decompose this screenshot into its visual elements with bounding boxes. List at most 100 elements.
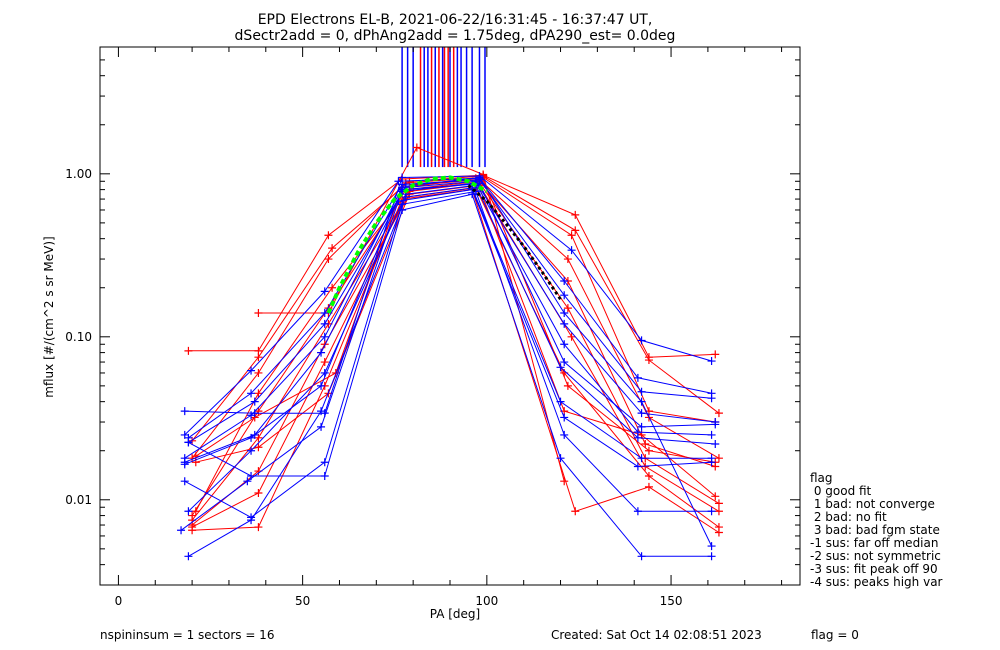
flux-series-line-blue xyxy=(188,184,716,512)
x-tick-label: 50 xyxy=(295,594,310,608)
flux-point-red xyxy=(320,358,329,367)
flux-point-blue xyxy=(637,552,646,561)
flux-point-red xyxy=(563,255,572,264)
flux-point-blue xyxy=(637,387,646,396)
flux-point-blue xyxy=(468,190,477,199)
footer-sectors-info: nspininsum = 1 sectors = 16 xyxy=(100,628,274,642)
flux-point-blue xyxy=(184,552,193,561)
y-axis-label: mflux [#/(cm^2 s sr MeV)] xyxy=(42,236,56,397)
flux-point-blue xyxy=(633,462,642,471)
axes-frame: 0 50 100 150 0.01 0.10 1.00 xyxy=(65,46,801,608)
flux-point-blue xyxy=(560,430,569,439)
flux-point-blue xyxy=(320,471,329,480)
flux-point-blue xyxy=(184,438,193,447)
flux-series-line-blue xyxy=(184,183,716,465)
flux-point-blue xyxy=(637,336,646,345)
x-tick-label: 100 xyxy=(475,594,498,608)
flux-point-red xyxy=(254,308,263,317)
flux-series-line-blue xyxy=(188,193,712,557)
flux-point-blue xyxy=(317,422,326,431)
legend-entry: -4 sus: peaks high var xyxy=(810,575,943,589)
x-tick-label: 150 xyxy=(660,594,683,608)
flux-point-red xyxy=(254,523,263,532)
flux-series-line-blue xyxy=(184,180,716,459)
flux-point-blue xyxy=(637,454,646,463)
flux-series-line-red xyxy=(191,180,716,516)
flux-point-blue xyxy=(637,409,646,418)
y-tick-label: 0.01 xyxy=(65,493,92,507)
flux-point-blue xyxy=(707,394,716,403)
flux-series-line-blue xyxy=(184,182,712,463)
flux-point-blue xyxy=(633,507,642,516)
flux-point-red xyxy=(714,499,723,508)
flux-point-red xyxy=(644,482,653,491)
flux-point-blue xyxy=(247,446,256,455)
flux-point-blue xyxy=(633,433,642,442)
flux-point-blue xyxy=(475,173,484,182)
flux-point-red xyxy=(567,231,576,240)
legend-entry: 0 good fit xyxy=(810,484,872,498)
legend-entry: 3 bad: bad fgm state xyxy=(810,523,940,537)
flux-point-blue xyxy=(637,397,646,406)
legend-entry: -3 sus: fit peak off 90 xyxy=(810,562,938,576)
flux-point-red xyxy=(254,407,263,416)
flux-point-blue xyxy=(180,477,189,486)
flux-point-red xyxy=(711,492,720,501)
flux-point-blue xyxy=(317,348,326,357)
flux-point-blue xyxy=(707,552,716,561)
legend-entry: 2 bad: no fit xyxy=(810,510,887,524)
footer-flag-value: flag = 0 xyxy=(811,628,859,642)
x-tick-label: 0 xyxy=(115,594,123,608)
flux-point-blue xyxy=(320,332,329,341)
flux-series-line-blue xyxy=(188,187,712,557)
flux-series-line-red xyxy=(191,176,716,459)
flux-point-red xyxy=(644,356,653,365)
flux-point-red xyxy=(571,210,580,219)
flux-series-line-red xyxy=(188,174,716,358)
flux-point-blue xyxy=(567,246,576,255)
flux-point-blue xyxy=(633,373,642,382)
flux-point-blue xyxy=(247,433,256,442)
flux-point-blue xyxy=(247,411,256,420)
flux-point-red xyxy=(571,226,580,235)
flux-point-blue xyxy=(247,513,256,522)
flux-point-red xyxy=(644,446,653,455)
flux-point-red xyxy=(254,353,263,362)
legend-entry: -2 sus: not symmetric xyxy=(810,549,941,563)
chart-title-line-2: dSectr2add = 0, dPhAng2add = 1.75deg, dP… xyxy=(235,28,676,44)
flux-point-red xyxy=(324,255,333,264)
flux-point-red xyxy=(254,368,263,377)
flux-point-red xyxy=(571,507,580,516)
plot-area xyxy=(177,47,723,561)
flux-point-blue xyxy=(180,407,189,416)
y-tick-label: 0.10 xyxy=(65,330,92,344)
flux-point-blue xyxy=(247,389,256,398)
fit-curve-green xyxy=(326,175,488,314)
flux-point-red xyxy=(567,332,576,341)
flux-point-red xyxy=(711,350,720,359)
flux-point-blue xyxy=(320,287,329,296)
flux-point-red xyxy=(254,389,263,398)
flux-point-red xyxy=(641,439,650,448)
flag-legend: flag 0 good fit 1 bad: not converge 2 ba… xyxy=(810,471,943,589)
x-axis-label: PA [deg] xyxy=(430,607,480,621)
flux-point-blue xyxy=(707,357,716,366)
flux-point-blue xyxy=(707,458,716,467)
flux-point-blue xyxy=(398,173,407,182)
flux-point-blue xyxy=(247,366,256,375)
flux-point-blue xyxy=(560,276,569,285)
flux-series-line-red xyxy=(195,178,716,463)
flux-point-red xyxy=(328,283,337,292)
flux-point-blue xyxy=(398,205,407,214)
flux-point-blue xyxy=(711,420,720,429)
flux-point-red xyxy=(254,443,263,452)
footer-created-timestamp: Created: Sat Oct 14 02:08:51 2023 xyxy=(551,628,762,642)
flux-point-red xyxy=(254,489,263,498)
y-tick-label: 1.00 xyxy=(65,167,92,181)
flux-point-blue xyxy=(560,291,569,300)
flux-point-blue xyxy=(250,397,259,406)
flux-series-line-red xyxy=(191,175,720,442)
flux-series-line-blue xyxy=(188,176,713,547)
flux-point-red xyxy=(191,452,200,461)
